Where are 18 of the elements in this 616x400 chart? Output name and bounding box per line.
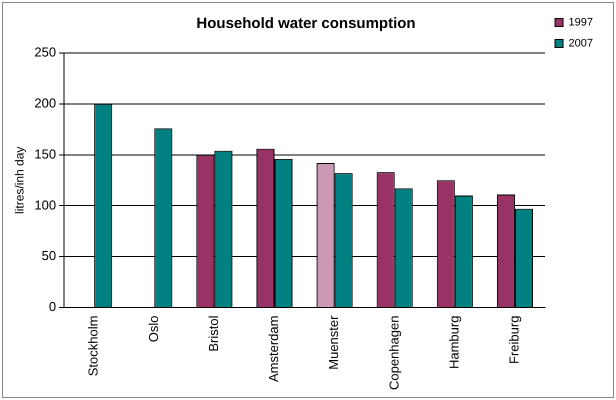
y-tick-label: 250 [34, 44, 56, 60]
x-tick-label: Oslo [146, 316, 161, 342]
y-tick-label: 100 [34, 197, 56, 212]
y-tick-label: 150 [34, 146, 56, 162]
x-tick-label: Copenhagen [386, 316, 402, 390]
y-tick-label: 0 [48, 299, 56, 314]
x-tick-label: Muenster [326, 314, 342, 370]
x-tick-label: Stockholm [86, 316, 101, 376]
x-tick-label: Freiburg [506, 316, 522, 364]
chart-title: Household water consumption [196, 15, 416, 32]
x-tick-label: Amsterdam [266, 316, 282, 382]
legend-label: 2007 [568, 38, 594, 50]
legend-label: 1997 [568, 16, 594, 29]
y-tick-label: 200 [34, 95, 56, 110]
x-tick-label: Bristol [206, 315, 221, 352]
y-tick-label: 50 [42, 248, 56, 264]
y-axis-title: litres/inh day [12, 146, 27, 214]
x-tick-label: Hamburg [446, 316, 462, 370]
